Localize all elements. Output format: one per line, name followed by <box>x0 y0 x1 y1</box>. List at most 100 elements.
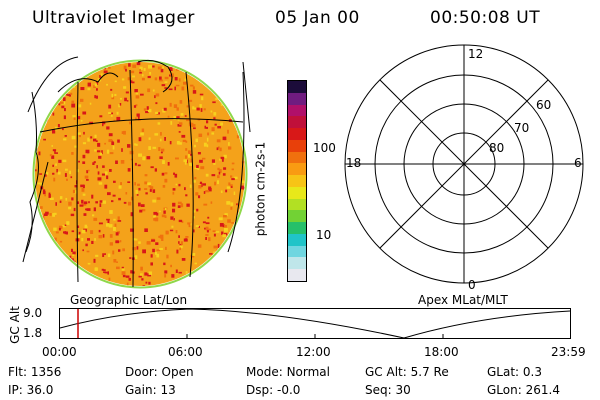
uv-speckle <box>144 174 148 177</box>
uv-speckle <box>69 255 72 260</box>
uv-speckle <box>114 80 117 83</box>
uv-speckle <box>72 189 76 194</box>
uv-speckle <box>62 159 67 163</box>
uv-speckle <box>138 241 141 244</box>
altitude-curve <box>59 308 571 339</box>
uv-speckle <box>65 168 68 171</box>
uv-speckle <box>212 230 216 232</box>
uv-speckle <box>91 284 96 286</box>
uv-speckle <box>186 119 190 122</box>
uv-speckle <box>39 66 42 71</box>
uv-speckle <box>169 141 172 145</box>
uv-speckle <box>98 284 101 286</box>
uv-speckle <box>75 69 77 73</box>
uv-speckle <box>244 198 245 203</box>
uv-speckle <box>185 140 188 143</box>
uv-speckle <box>72 70 77 75</box>
uv-speckle <box>83 213 87 216</box>
uv-speckle <box>120 160 125 164</box>
uv-speckle <box>165 246 167 250</box>
uv-speckle <box>136 62 141 66</box>
uv-speckle <box>123 65 127 70</box>
colorbar-swatch <box>288 233 306 246</box>
uv-speckle <box>83 63 87 66</box>
uv-speckle <box>115 232 119 236</box>
uv-speckle <box>48 243 53 245</box>
uv-speckle <box>51 92 56 96</box>
uv-speckle <box>175 157 179 160</box>
uv-speckle <box>188 99 193 102</box>
uv-speckle <box>219 158 221 161</box>
uv-speckle <box>52 129 56 134</box>
uv-speckle <box>43 189 46 193</box>
uv-speckle <box>56 88 60 91</box>
uv-speckle <box>58 159 62 163</box>
uv-speckle <box>144 181 148 185</box>
uv-speckle <box>170 216 174 220</box>
uv-speckle <box>161 84 166 87</box>
uv-speckle <box>95 201 98 204</box>
uv-speckle <box>194 167 198 170</box>
uv-speckle <box>87 137 90 140</box>
uv-speckle <box>193 144 196 148</box>
uv-speckle <box>153 211 158 215</box>
uv-speckle <box>94 62 98 63</box>
uv-speckle <box>214 181 217 186</box>
uv-speckle <box>247 133 251 135</box>
uv-speckle <box>148 271 152 275</box>
uv-speckle <box>178 142 182 145</box>
uv-speckle <box>222 224 226 228</box>
uv-speckle <box>51 98 55 102</box>
uv-speckle <box>43 213 48 216</box>
uv-speckle <box>203 63 206 68</box>
uv-speckle <box>195 225 199 228</box>
uv-speckle <box>73 275 76 279</box>
uv-speckle <box>127 77 131 81</box>
uv-speckle <box>94 280 98 283</box>
uv-speckle <box>83 201 88 205</box>
colorbar-swatch <box>288 175 306 187</box>
uv-speckle <box>101 62 104 63</box>
uv-speckle <box>218 146 220 149</box>
uv-speckle <box>197 244 202 248</box>
uv-speckle <box>61 105 65 109</box>
uv-speckle <box>78 135 81 138</box>
uv-speckle <box>53 276 56 279</box>
uv-speckle <box>155 93 160 97</box>
uv-speckle <box>85 149 90 154</box>
uv-speckle <box>156 249 161 252</box>
uv-speckle <box>78 104 82 108</box>
uv-speckle <box>187 154 191 158</box>
uv-speckle <box>67 264 71 267</box>
uv-speckle <box>159 234 164 239</box>
uv-speckle <box>98 235 103 239</box>
uv-speckle <box>82 193 86 196</box>
uv-speckle <box>222 158 224 162</box>
uv-speckle <box>188 224 191 228</box>
uv-speckle <box>166 254 169 259</box>
uv-speckle <box>87 82 91 87</box>
uv-speckle <box>123 130 126 135</box>
uv-speckle <box>45 211 49 215</box>
uv-speckle <box>92 214 95 217</box>
uv-speckle <box>130 270 133 274</box>
uv-speckle <box>84 226 88 228</box>
uv-speckle <box>116 261 118 263</box>
uv-speckle <box>152 65 155 68</box>
uv-speckle <box>208 186 212 190</box>
uv-speckle <box>198 226 200 228</box>
uv-speckle <box>103 70 108 74</box>
uv-speckle <box>106 218 110 221</box>
uv-speckle <box>200 269 204 272</box>
uv-speckle <box>121 268 125 271</box>
uv-speckle <box>205 173 209 177</box>
uv-speckle <box>124 97 127 102</box>
uv-speckle <box>53 90 57 95</box>
uv-speckle <box>164 178 168 183</box>
uv-speckle <box>231 222 235 224</box>
uv-speckle <box>39 173 43 175</box>
uv-speckle <box>126 100 129 102</box>
uv-speckle <box>195 192 199 196</box>
uv-speckle <box>152 248 155 253</box>
uv-speckle <box>146 106 149 110</box>
